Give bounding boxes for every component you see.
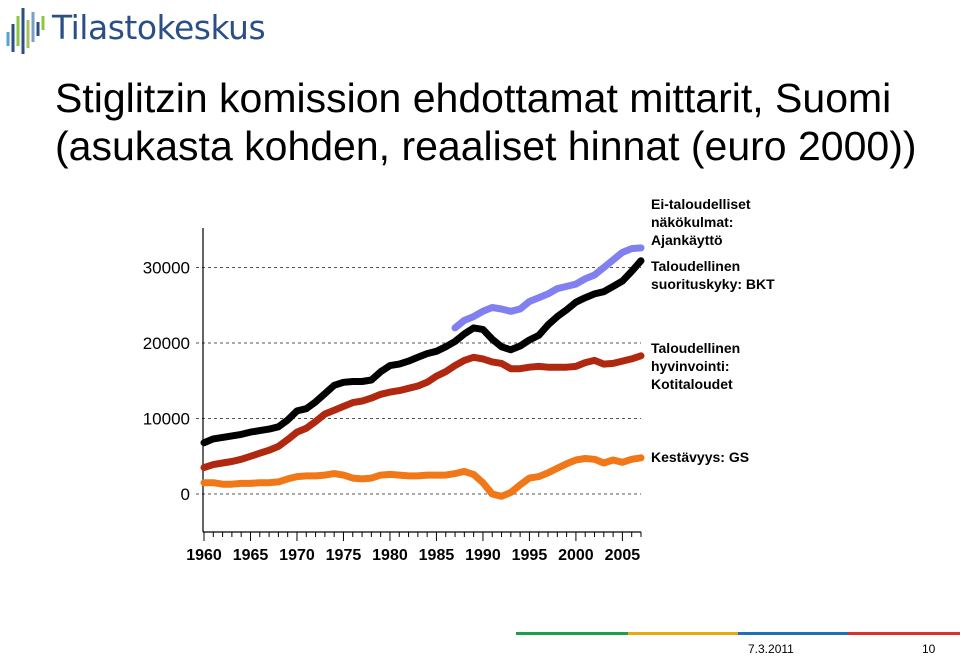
series-line — [451, 244, 645, 332]
legend-label-line: Taloudellinen — [651, 258, 740, 274]
x-tick-label: 1975 — [326, 547, 362, 564]
legend-label: Taloudellinen suorituskyky: BKT — [651, 258, 775, 292]
x-tick-label: 1995 — [512, 547, 548, 564]
logo: Tilastokeskus — [0, 0, 266, 60]
page-title: Stiglitzin komission ehdottamat mittarit… — [55, 74, 935, 170]
y-tick-label: 0 — [181, 485, 190, 504]
legend-label-line: Kotitaloudet — [651, 376, 733, 392]
footer-date: 7.3.2011 — [748, 642, 794, 656]
x-tick-label: 1960 — [186, 547, 222, 564]
logo-mark-icon — [6, 8, 45, 54]
legend-label-line: Ei-taloudelliset — [651, 196, 751, 212]
line-chart: 0 10000 20000 30000 1960 1965 1970 1975 1980 1985… — [143, 196, 775, 564]
x-tick-label: 1985 — [419, 547, 455, 564]
footer-bar-green — [516, 632, 628, 635]
x-tick-label: 1990 — [465, 547, 501, 564]
y-tick-label: 30000 — [143, 259, 190, 278]
x-tick-label: 2005 — [605, 547, 641, 564]
title-line-1: Stiglitzin komission ehdottamat mittarit… — [55, 75, 892, 121]
footer-bar-yellow — [628, 632, 738, 635]
legend-label: Ei-taloudelliset näkökulmat: Ajankäyttö — [651, 196, 751, 248]
legend-label-line: näkökulmat: — [651, 214, 733, 230]
footer-bar-red — [848, 632, 960, 635]
series-line — [200, 257, 645, 447]
x-tick-label: 1980 — [372, 547, 408, 564]
legend-label-line: suorituskyky: BKT — [651, 276, 775, 292]
y-tick-label: 20000 — [143, 334, 190, 353]
page-number: 10 — [922, 642, 936, 656]
legend-label-line: Ajankäyttö — [651, 232, 723, 248]
legend-label: Kestävyys: GS — [651, 449, 749, 465]
footer-bar-blue — [738, 632, 848, 635]
y-tick-label: 10000 — [143, 410, 190, 429]
series-line — [200, 454, 645, 500]
legend-label-line: hyvinvointi: — [651, 358, 730, 374]
legend-label-line: Kestävyys: GS — [651, 449, 749, 465]
legend-label-line: Taloudellinen — [651, 340, 740, 356]
x-tick-label: 1965 — [233, 547, 269, 564]
series-line — [200, 352, 645, 472]
legend-label: Taloudellinen hyvinvointi: Kotitaloudet — [651, 340, 740, 392]
x-tick-label: 1970 — [279, 547, 315, 564]
title-line-2: (asukasta kohden, reaaliset hinnat (euro… — [55, 123, 917, 169]
x-tick-label: 2000 — [558, 547, 594, 564]
brand-name: Tilastokeskus — [52, 8, 266, 47]
